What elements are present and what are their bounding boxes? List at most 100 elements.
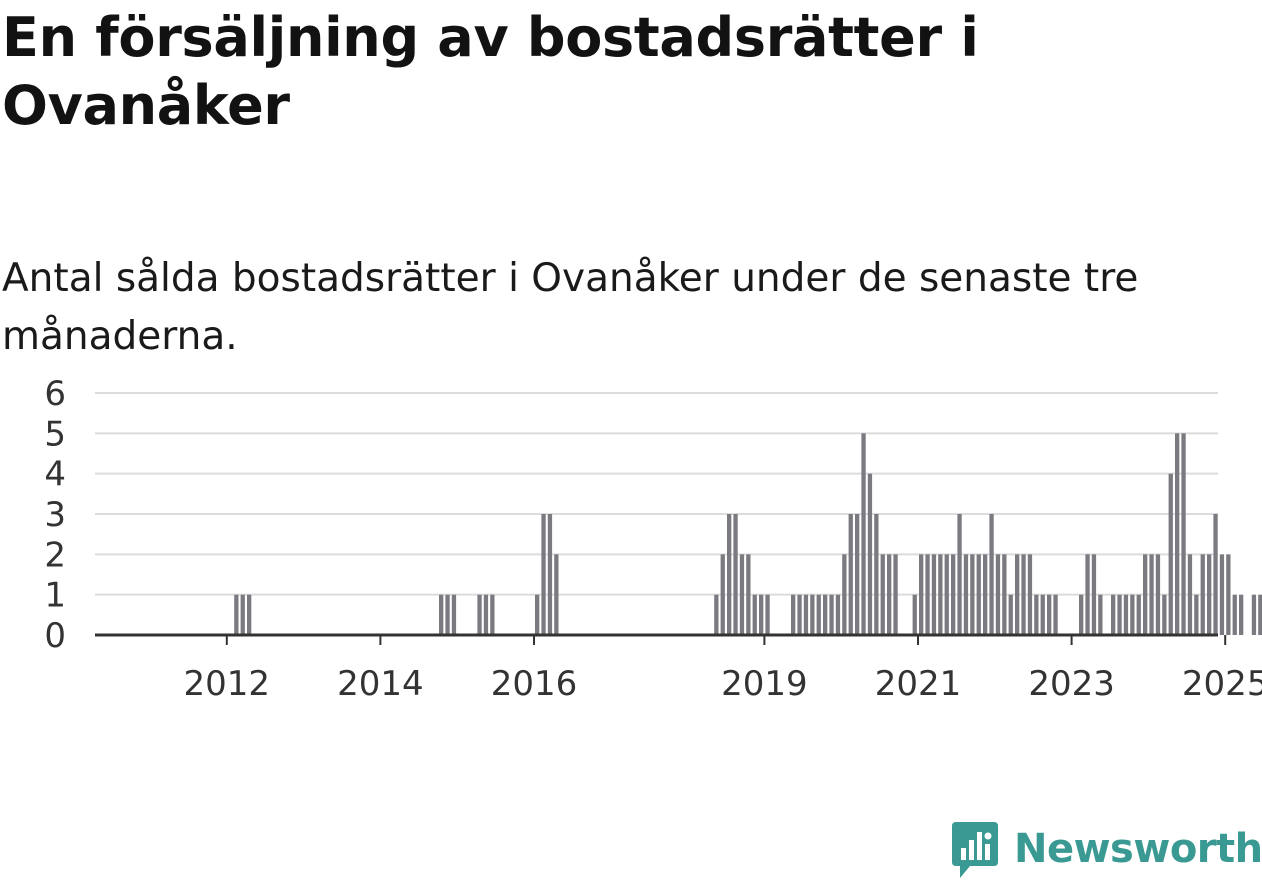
bar [752, 594, 757, 635]
bar [1130, 594, 1135, 635]
x-tick-label: 2014 [337, 664, 424, 704]
bar [848, 514, 853, 635]
bar [1143, 554, 1148, 635]
bar [1079, 594, 1084, 635]
bar [1258, 594, 1262, 635]
gridlines [95, 392, 1218, 596]
bar [1194, 594, 1199, 635]
bar [1219, 554, 1225, 635]
x-tick-label: 2021 [875, 664, 962, 704]
bar [451, 594, 457, 635]
bar [1117, 594, 1122, 635]
x-tick-label: 2023 [1028, 664, 1115, 704]
bar [823, 594, 828, 635]
bar [746, 554, 751, 635]
bar [733, 514, 738, 635]
bar [1200, 554, 1205, 635]
bar [739, 554, 745, 635]
bar [1226, 554, 1231, 635]
bar [835, 594, 841, 635]
bar [240, 594, 245, 635]
bar [976, 554, 981, 635]
bar [234, 594, 239, 635]
bar [483, 594, 489, 635]
x-tick-label: 2025 [1182, 664, 1262, 704]
bar [490, 594, 495, 635]
bar [1111, 594, 1116, 635]
bar [803, 594, 809, 635]
bar [247, 594, 252, 635]
bar [1015, 554, 1020, 635]
x-tick-label: 2016 [491, 664, 578, 704]
bar [842, 554, 847, 635]
y-tick-label: 1 [44, 576, 66, 616]
bar [1047, 594, 1052, 635]
bar [944, 554, 949, 635]
bar [938, 554, 943, 635]
bar [1091, 554, 1097, 635]
bar [1213, 514, 1218, 635]
bar [720, 554, 725, 635]
bar [1155, 554, 1161, 635]
bar [925, 554, 930, 635]
bar [1187, 554, 1193, 635]
bar [816, 594, 821, 635]
brand-name: Newsworthy [1014, 826, 1262, 872]
bar [855, 514, 860, 635]
bar [1034, 594, 1039, 635]
bar [970, 554, 975, 635]
bar [765, 594, 770, 635]
bar [1162, 594, 1167, 635]
bar [867, 473, 873, 635]
bar [880, 554, 885, 635]
bar [1239, 594, 1244, 635]
brand-logo: Newsworthy [950, 818, 1262, 880]
y-tick-label: 6 [44, 374, 66, 414]
bar [1002, 554, 1007, 635]
y-tick-label: 2 [44, 535, 66, 575]
y-tick-label: 5 [44, 414, 66, 454]
bars [234, 433, 1262, 635]
bar [1053, 594, 1058, 635]
bar [810, 594, 815, 635]
y-tick-label: 3 [44, 495, 66, 535]
bar [874, 514, 879, 635]
bar [797, 594, 802, 635]
bar [919, 554, 924, 635]
bar [1251, 594, 1257, 635]
bar [829, 594, 834, 635]
bar [439, 594, 444, 635]
bar [1149, 554, 1154, 635]
bar [445, 594, 450, 635]
bar [893, 554, 898, 635]
bar [1085, 554, 1090, 635]
chart-subtitle: Antal sålda bostadsrätter i Ovanåker und… [2, 256, 1139, 359]
bar [541, 514, 546, 635]
bar [887, 554, 892, 635]
bar [1207, 554, 1212, 635]
x-axis-ticks: 2012 2014 2016 2019 2021 2023 2025 [184, 635, 1262, 704]
y-tick-label: 0 [44, 616, 66, 656]
bar [989, 514, 994, 635]
bar [477, 594, 482, 635]
bar [1181, 433, 1186, 635]
bar [791, 594, 796, 635]
x-tick-label: 2012 [184, 664, 271, 704]
bar [759, 594, 764, 635]
bar [912, 594, 917, 635]
bar [554, 554, 559, 635]
bar [1098, 594, 1103, 635]
bar [957, 514, 962, 635]
bar [1123, 594, 1129, 635]
bar [1021, 554, 1026, 635]
y-tick-label: 4 [44, 455, 66, 495]
bar [1040, 594, 1045, 635]
bar [983, 554, 988, 635]
bar [1168, 473, 1173, 635]
bar [1008, 594, 1013, 635]
bar [861, 433, 866, 635]
bar [931, 554, 937, 635]
bar [1136, 594, 1141, 635]
